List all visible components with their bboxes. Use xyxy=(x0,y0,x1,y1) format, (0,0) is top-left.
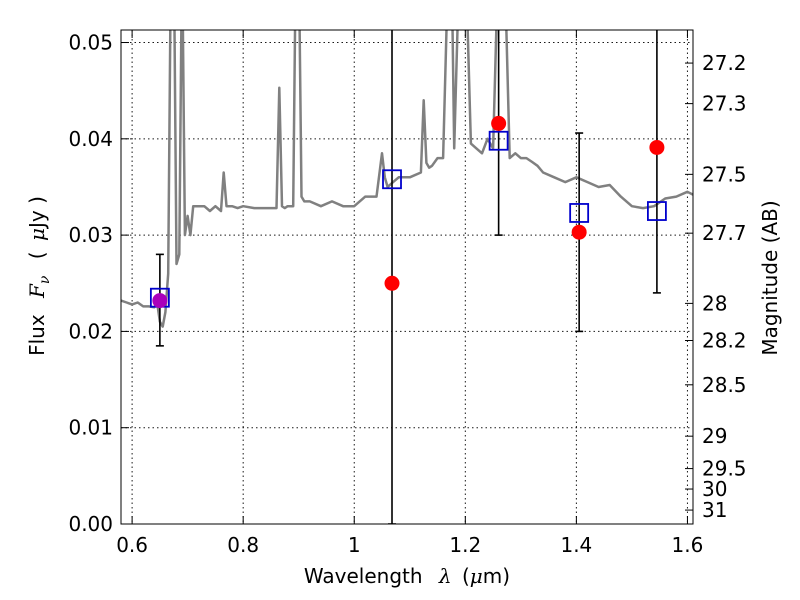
x-tick-label: 1.2 xyxy=(449,533,481,557)
plot-frame xyxy=(120,29,694,525)
x-axis-label-paren: ( xyxy=(462,564,470,588)
magnitude-tick-label: 29 xyxy=(702,424,727,448)
model-photometry-series xyxy=(149,130,667,308)
y-tick-label: 0.02 xyxy=(68,319,113,343)
magnitude-tick-label: 27.7 xyxy=(702,221,747,245)
magnitude-tick-label: 28.2 xyxy=(702,329,747,353)
x-tick-label: 1.6 xyxy=(672,533,704,557)
observed-flux-point xyxy=(649,139,665,155)
observed-flux-point xyxy=(152,293,168,309)
spectrum-line xyxy=(121,30,693,328)
y-axis-label-subscript: ν xyxy=(37,275,53,284)
x-axis-label-unit: m) xyxy=(483,564,510,588)
spectrum-series xyxy=(121,30,693,328)
y-axis-label-symbol: F xyxy=(25,283,49,299)
y-tick-label: 0.04 xyxy=(68,127,113,151)
observed-flux-point xyxy=(571,224,587,240)
x-axis-label-symbol: λ xyxy=(438,564,452,588)
x-axis-label-text: Wavelength xyxy=(304,564,423,588)
x-axis-label-mu: μ xyxy=(470,564,483,588)
magnitude-tick-label: 29.5 xyxy=(702,457,747,481)
x-axis-ticks: 0.6 0.8 1 1.2 1.4 1.6 xyxy=(116,30,703,557)
x-axis-label: Wavelength λ (μm) xyxy=(304,564,510,588)
y-tick-label: 0.01 xyxy=(68,416,113,440)
magnitude-tick-label: 27.5 xyxy=(702,162,747,186)
y-axis-label-mu: μ xyxy=(25,228,49,241)
magnitude-axis-label: Magnitude (AB) xyxy=(758,200,782,355)
observed-flux-point xyxy=(491,115,507,131)
magnitude-tick-label: 27.3 xyxy=(702,92,747,116)
y-axis-label-paren: ( xyxy=(25,251,49,259)
model-photometry-point xyxy=(569,203,590,223)
magnitude-tick-label: 31 xyxy=(702,498,727,522)
magnitude-tick-label: 30 xyxy=(702,477,727,501)
model-photometry-point xyxy=(488,130,509,151)
x-tick-label: 1.4 xyxy=(560,533,592,557)
y-axis-ticks: 0.00 0.01 0.02 0.03 0.04 0.05 xyxy=(68,31,129,536)
model-photometry-point xyxy=(382,169,402,190)
y-axis-label: Flux Fν ( μJy ) xyxy=(25,196,54,356)
x-tick-label: 0.8 xyxy=(227,533,259,557)
magnitude-tick-label: 28 xyxy=(702,291,727,315)
observed-flux-point xyxy=(384,275,400,291)
magnitude-tick-label: 28.5 xyxy=(702,373,747,397)
magnitude-tick-label: 27.2 xyxy=(702,51,747,75)
grid-lines xyxy=(121,30,693,525)
y-axis-label-unit: Jy ) xyxy=(25,196,49,230)
y-tick-label: 0.05 xyxy=(68,31,113,55)
x-tick-label: 0.6 xyxy=(116,533,148,557)
y-tick-label: 0.00 xyxy=(68,512,113,536)
x-tick-label: 1 xyxy=(348,533,361,557)
model-photometry-point xyxy=(647,201,667,221)
y-tick-label: 0.03 xyxy=(68,223,113,247)
y-axis-label-text: Flux xyxy=(25,314,49,356)
observed-flux-series xyxy=(152,115,665,309)
error-bars xyxy=(155,30,661,524)
